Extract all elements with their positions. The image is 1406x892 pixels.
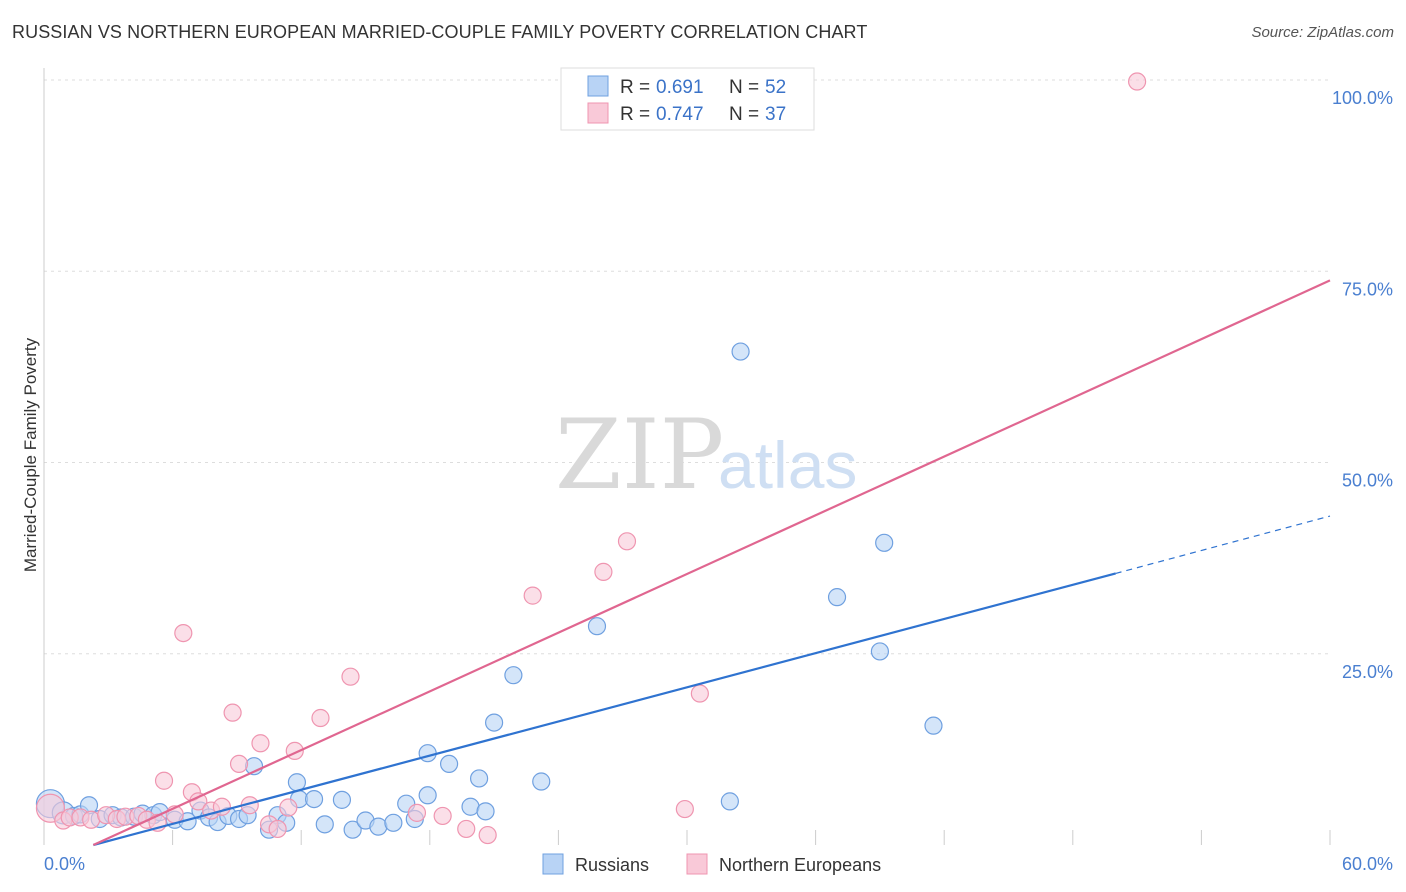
data-point-northern [478,825,497,845]
legend-n-label-northern: N = [729,104,759,125]
data-point-russians [418,744,437,763]
bottom-legend: Russians Northern Europeans [542,853,881,875]
data-point-northern [82,810,101,829]
data-point-northern [457,819,476,839]
data-point-russians [332,790,352,809]
y-axis-label: Married-Couple Family Poverty [21,337,40,572]
data-point-russians [587,617,607,636]
bottom-legend-northern: Northern Europeans [719,855,881,875]
x-tick-label: 60.0% [1342,854,1393,874]
data-point-northern [675,799,694,819]
legend-n-value-northern: 37 [765,104,786,125]
data-point-russians [469,769,489,788]
data-point-northern [279,798,298,817]
watermark-zip: ZIP [555,399,724,511]
legend-r-value-russians: 0.691 [656,77,704,98]
legend-r-label-russians: R = [620,77,650,98]
data-point-russians [418,786,437,805]
data-point-russians [315,815,334,834]
trend-layer [92,279,1331,847]
trend-line-northern [92,279,1331,847]
chart-source: Source: ZipAtlas.com [1251,24,1394,41]
legend-n-value-russians: 52 [765,77,786,98]
chart-title: RUSSIAN VS NORTHERN EUROPEAN MARRIED-COU… [12,22,868,42]
data-point-russians [461,797,480,816]
data-point-northern [154,771,174,790]
y-tick-label: 25.0% [1342,662,1393,682]
data-point-northern [1127,72,1147,91]
trend-line-russians [93,572,1116,847]
axes-layer: 25.0% 50.0% 75.0% 100.0% 0.0% 60.0% [43,68,1393,874]
x-tick-label: 0.0% [44,854,85,874]
watermark-atlas: atlas [718,428,857,502]
data-point-russians [485,713,504,732]
grid-layer [44,79,1330,655]
data-point-russians [384,813,403,832]
data-point-russians [476,802,495,821]
data-point-northern [223,703,242,722]
watermark: ZIP atlas [555,399,857,511]
data-point-northern [251,734,270,753]
data-point-russians [731,342,750,361]
data-point-russians [504,666,523,685]
legend-n-label-russians: N = [729,77,759,98]
data-point-northern [174,623,193,643]
data-point-russians [369,817,388,836]
data-point-russians [924,716,943,735]
y-tick-label: 50.0% [1342,471,1393,491]
data-point-russians [343,820,362,839]
y-tick-label: 100.0% [1332,88,1393,108]
data-point-northern [229,754,249,774]
legend-r-label-northern: R = [620,104,650,125]
data-point-russians [870,642,890,661]
data-point-russians [720,792,739,811]
legend-r-value-northern: 0.747 [656,104,704,125]
data-point-russians [532,772,551,791]
data-point-russians [304,789,324,809]
data-point-northern [341,667,360,686]
data-point-northern [523,586,542,605]
data-point-northern [617,532,637,551]
data-point-russians [827,588,847,607]
y-tick-label: 75.0% [1342,279,1393,299]
data-point-northern [690,684,709,703]
data-point-russians [439,754,459,774]
trend-line-extension-russians [1115,515,1331,575]
data-point-northern [594,562,613,581]
data-point-northern [407,803,427,822]
bottom-legend-swatch-northern [686,853,708,875]
bottom-legend-swatch-russians [542,853,564,875]
data-point-northern [433,806,452,826]
legend: R = 0.691 N = 52 R = 0.747 N = 37 [560,67,815,131]
data-point-northern [311,708,330,728]
legend-swatch-northern [587,102,609,124]
legend-swatch-russians [587,75,609,97]
bottom-legend-russians: Russians [575,855,649,875]
data-point-northern [268,819,287,839]
points-layer [35,72,1147,845]
data-point-russians [875,533,894,552]
